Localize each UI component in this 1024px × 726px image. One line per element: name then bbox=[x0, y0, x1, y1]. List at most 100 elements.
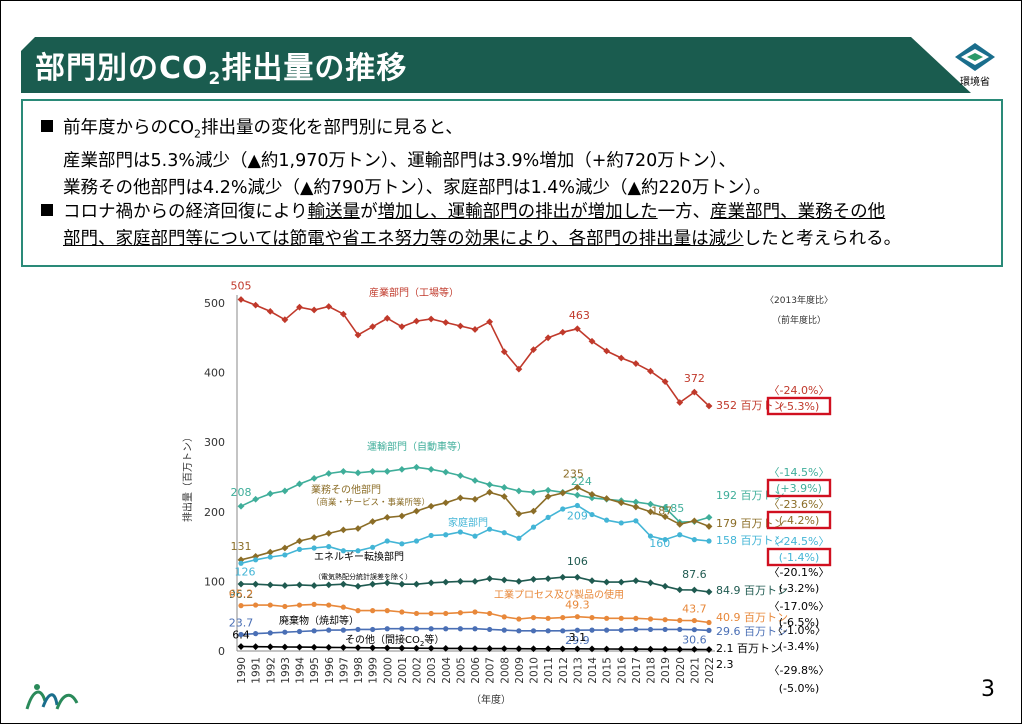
data-point bbox=[325, 581, 333, 589]
data-point bbox=[560, 614, 566, 621]
data-point bbox=[296, 537, 303, 545]
data-point bbox=[500, 484, 508, 491]
data-point bbox=[237, 643, 245, 650]
data-point bbox=[691, 537, 697, 543]
data-point bbox=[252, 580, 260, 588]
series-subname-4: （電気熱配分統計誤差を除く） bbox=[314, 572, 412, 581]
data-point bbox=[705, 523, 713, 530]
data-point bbox=[544, 645, 552, 653]
data-point bbox=[676, 586, 684, 594]
data-point bbox=[661, 582, 669, 590]
data-point bbox=[281, 544, 289, 552]
data-point bbox=[456, 472, 464, 480]
data-point bbox=[471, 495, 479, 503]
title-main: 部門別のCO bbox=[35, 51, 209, 86]
data-point bbox=[661, 645, 669, 653]
data-point bbox=[530, 346, 537, 354]
x-tick-label: 2009 bbox=[514, 657, 526, 684]
data-point bbox=[296, 480, 303, 488]
data-point bbox=[515, 365, 523, 373]
data-point bbox=[618, 615, 624, 621]
data-point bbox=[282, 629, 288, 635]
x-tick-label: 2012 bbox=[558, 657, 570, 684]
data-point bbox=[647, 626, 654, 633]
data-point bbox=[384, 626, 390, 632]
data-point bbox=[647, 367, 654, 375]
data-point bbox=[398, 465, 406, 473]
data-point bbox=[573, 325, 581, 333]
b2-p2: 輸送量 bbox=[307, 202, 361, 222]
data-point bbox=[501, 530, 507, 536]
data-point bbox=[706, 538, 712, 544]
data-point bbox=[501, 627, 507, 633]
data-point bbox=[237, 502, 245, 510]
title-rest: 排出量の推移 bbox=[221, 51, 408, 86]
ratio-header-2013: 〈2013年度比〉 bbox=[765, 294, 833, 306]
data-point bbox=[427, 579, 435, 587]
data-point bbox=[544, 575, 552, 583]
data-point bbox=[442, 468, 450, 476]
ratio-2013-6: 〈-1.0%〉 bbox=[772, 624, 826, 637]
data-point bbox=[413, 610, 420, 617]
x-tick-label: 1998 bbox=[353, 657, 365, 684]
bullet-square-icon bbox=[41, 204, 53, 216]
x-tick-label: 2005 bbox=[455, 657, 467, 684]
b2-p6: 産業部門、業務その他 bbox=[710, 202, 886, 222]
data-point bbox=[705, 402, 713, 410]
data-point bbox=[530, 488, 537, 496]
x-tick-label: 2010 bbox=[529, 657, 541, 684]
data-point bbox=[690, 388, 698, 396]
x-tick-label: 1991 bbox=[251, 657, 263, 684]
data-point bbox=[676, 399, 684, 406]
data-label: 29.9 bbox=[565, 634, 590, 647]
ratio-prev-0: (-5.3%) bbox=[779, 400, 820, 413]
data-point bbox=[516, 535, 522, 541]
data-point bbox=[632, 360, 640, 367]
x-tick-label: 2000 bbox=[382, 657, 394, 684]
data-point bbox=[325, 643, 333, 651]
x-tick-label: 2021 bbox=[689, 657, 701, 684]
data-point bbox=[589, 511, 595, 518]
title-bar-bg bbox=[21, 37, 971, 93]
data-point bbox=[661, 378, 669, 386]
data-point bbox=[456, 645, 464, 652]
data-point bbox=[326, 602, 332, 608]
data-point bbox=[501, 614, 507, 620]
data-point bbox=[515, 578, 523, 585]
data-point bbox=[354, 525, 362, 532]
data-point bbox=[311, 628, 317, 634]
page-number: 3 bbox=[981, 677, 995, 702]
data-point bbox=[456, 494, 464, 502]
data-point bbox=[603, 578, 611, 586]
data-label: 372 bbox=[684, 372, 705, 385]
data-point bbox=[544, 486, 552, 494]
data-point bbox=[457, 529, 463, 535]
data-point bbox=[690, 645, 698, 653]
ratio-2013-3: 〈-24.5%〉 bbox=[769, 535, 830, 548]
ratio-highlight-box bbox=[766, 478, 832, 498]
x-tick-label: 1994 bbox=[295, 657, 307, 684]
b2-p9: したと考えられる。 bbox=[743, 229, 902, 249]
data-point bbox=[530, 628, 537, 634]
data-point bbox=[413, 580, 420, 588]
data-point bbox=[617, 499, 625, 507]
data-point bbox=[427, 465, 435, 473]
data-point bbox=[399, 626, 405, 632]
x-tick-label: 2013 bbox=[572, 657, 584, 684]
data-point bbox=[443, 610, 449, 617]
data-point bbox=[238, 631, 244, 638]
data-point bbox=[574, 614, 580, 620]
data-point bbox=[428, 610, 434, 617]
data-point bbox=[603, 347, 611, 355]
data-point bbox=[530, 614, 537, 621]
data-point bbox=[647, 645, 654, 653]
ratio-prev-5: (-6.5%) bbox=[779, 616, 820, 629]
data-point bbox=[573, 573, 581, 581]
x-tick-label: 1992 bbox=[265, 657, 277, 684]
data-label: 224 bbox=[571, 475, 592, 488]
b2-p1: コロナ禍からの経済回復により bbox=[63, 202, 308, 222]
data-point bbox=[296, 303, 303, 311]
data-point bbox=[515, 487, 523, 495]
x-axis-label: （年度） bbox=[471, 693, 511, 706]
